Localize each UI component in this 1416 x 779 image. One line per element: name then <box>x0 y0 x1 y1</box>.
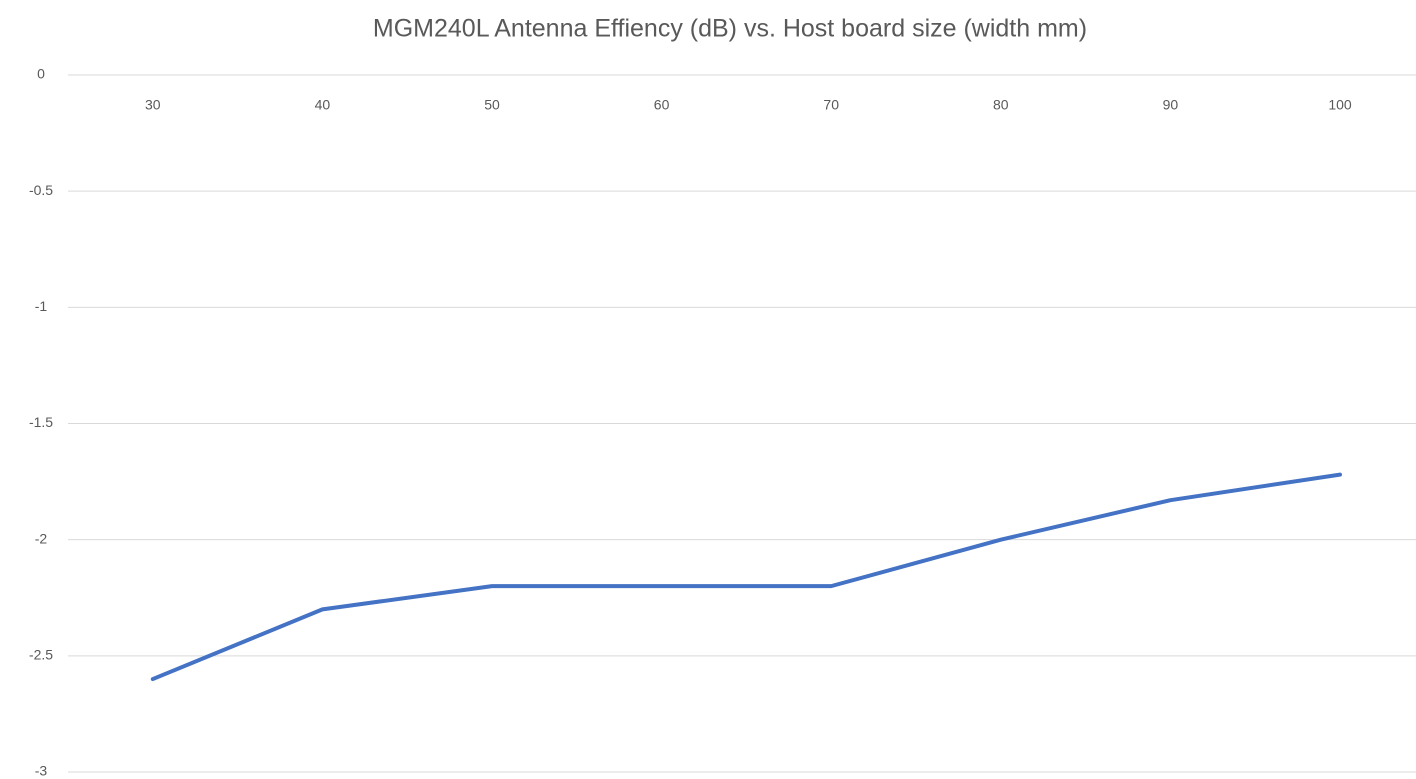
x-tick-label: 100 <box>1328 97 1352 113</box>
y-tick-label: -2 <box>35 530 48 546</box>
x-tick-label: 80 <box>993 97 1009 113</box>
x-tick-label: 30 <box>145 97 161 113</box>
chart-title: MGM240L Antenna Effiency (dB) vs. Host b… <box>373 15 1087 43</box>
y-tick-label: -1.5 <box>29 414 53 430</box>
y-tick-label: -1 <box>35 298 48 314</box>
y-tick-label: -2.5 <box>29 647 53 663</box>
x-tick-label: 40 <box>315 97 331 113</box>
x-tick-label: 90 <box>1163 97 1179 113</box>
y-tick-label: 0 <box>37 66 45 82</box>
x-tick-label: 70 <box>823 97 839 113</box>
y-tick-label: -0.5 <box>29 182 53 198</box>
x-tick-label: 50 <box>484 97 500 113</box>
y-tick-label: -3 <box>35 763 48 779</box>
data-line <box>150 472 1342 682</box>
x-tick-label: 60 <box>654 97 670 113</box>
